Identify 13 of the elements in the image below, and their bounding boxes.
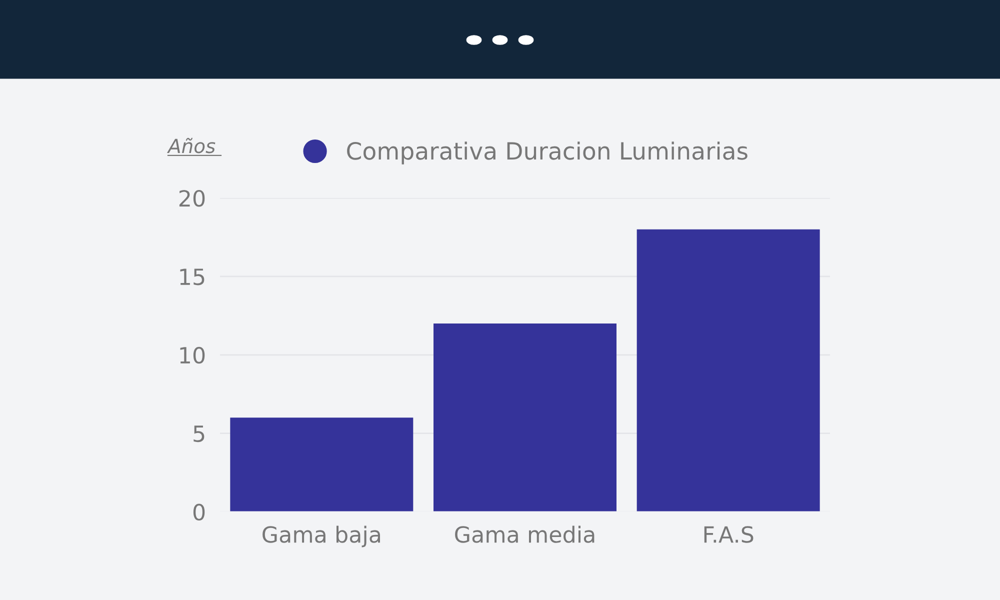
y-tick-label: 0: [193, 504, 205, 521]
y-tick-label: 5: [194, 426, 204, 442]
y-tick-label: 15: [180, 268, 204, 286]
legend-label: Comparativa Duracion Luminarias: [347, 142, 748, 164]
bar: [434, 324, 616, 512]
y-tick-label: 20: [179, 190, 205, 207]
bar: [636, 229, 820, 512]
x-tick-label: F.A.S: [704, 526, 754, 543]
x-tick-label: Gama baja: [262, 526, 380, 548]
y-tick-label: 10: [180, 346, 205, 364]
y-axis-title: Años: [166, 138, 216, 154]
bar: [230, 418, 414, 512]
x-tick-label: Gama media: [455, 526, 594, 543]
